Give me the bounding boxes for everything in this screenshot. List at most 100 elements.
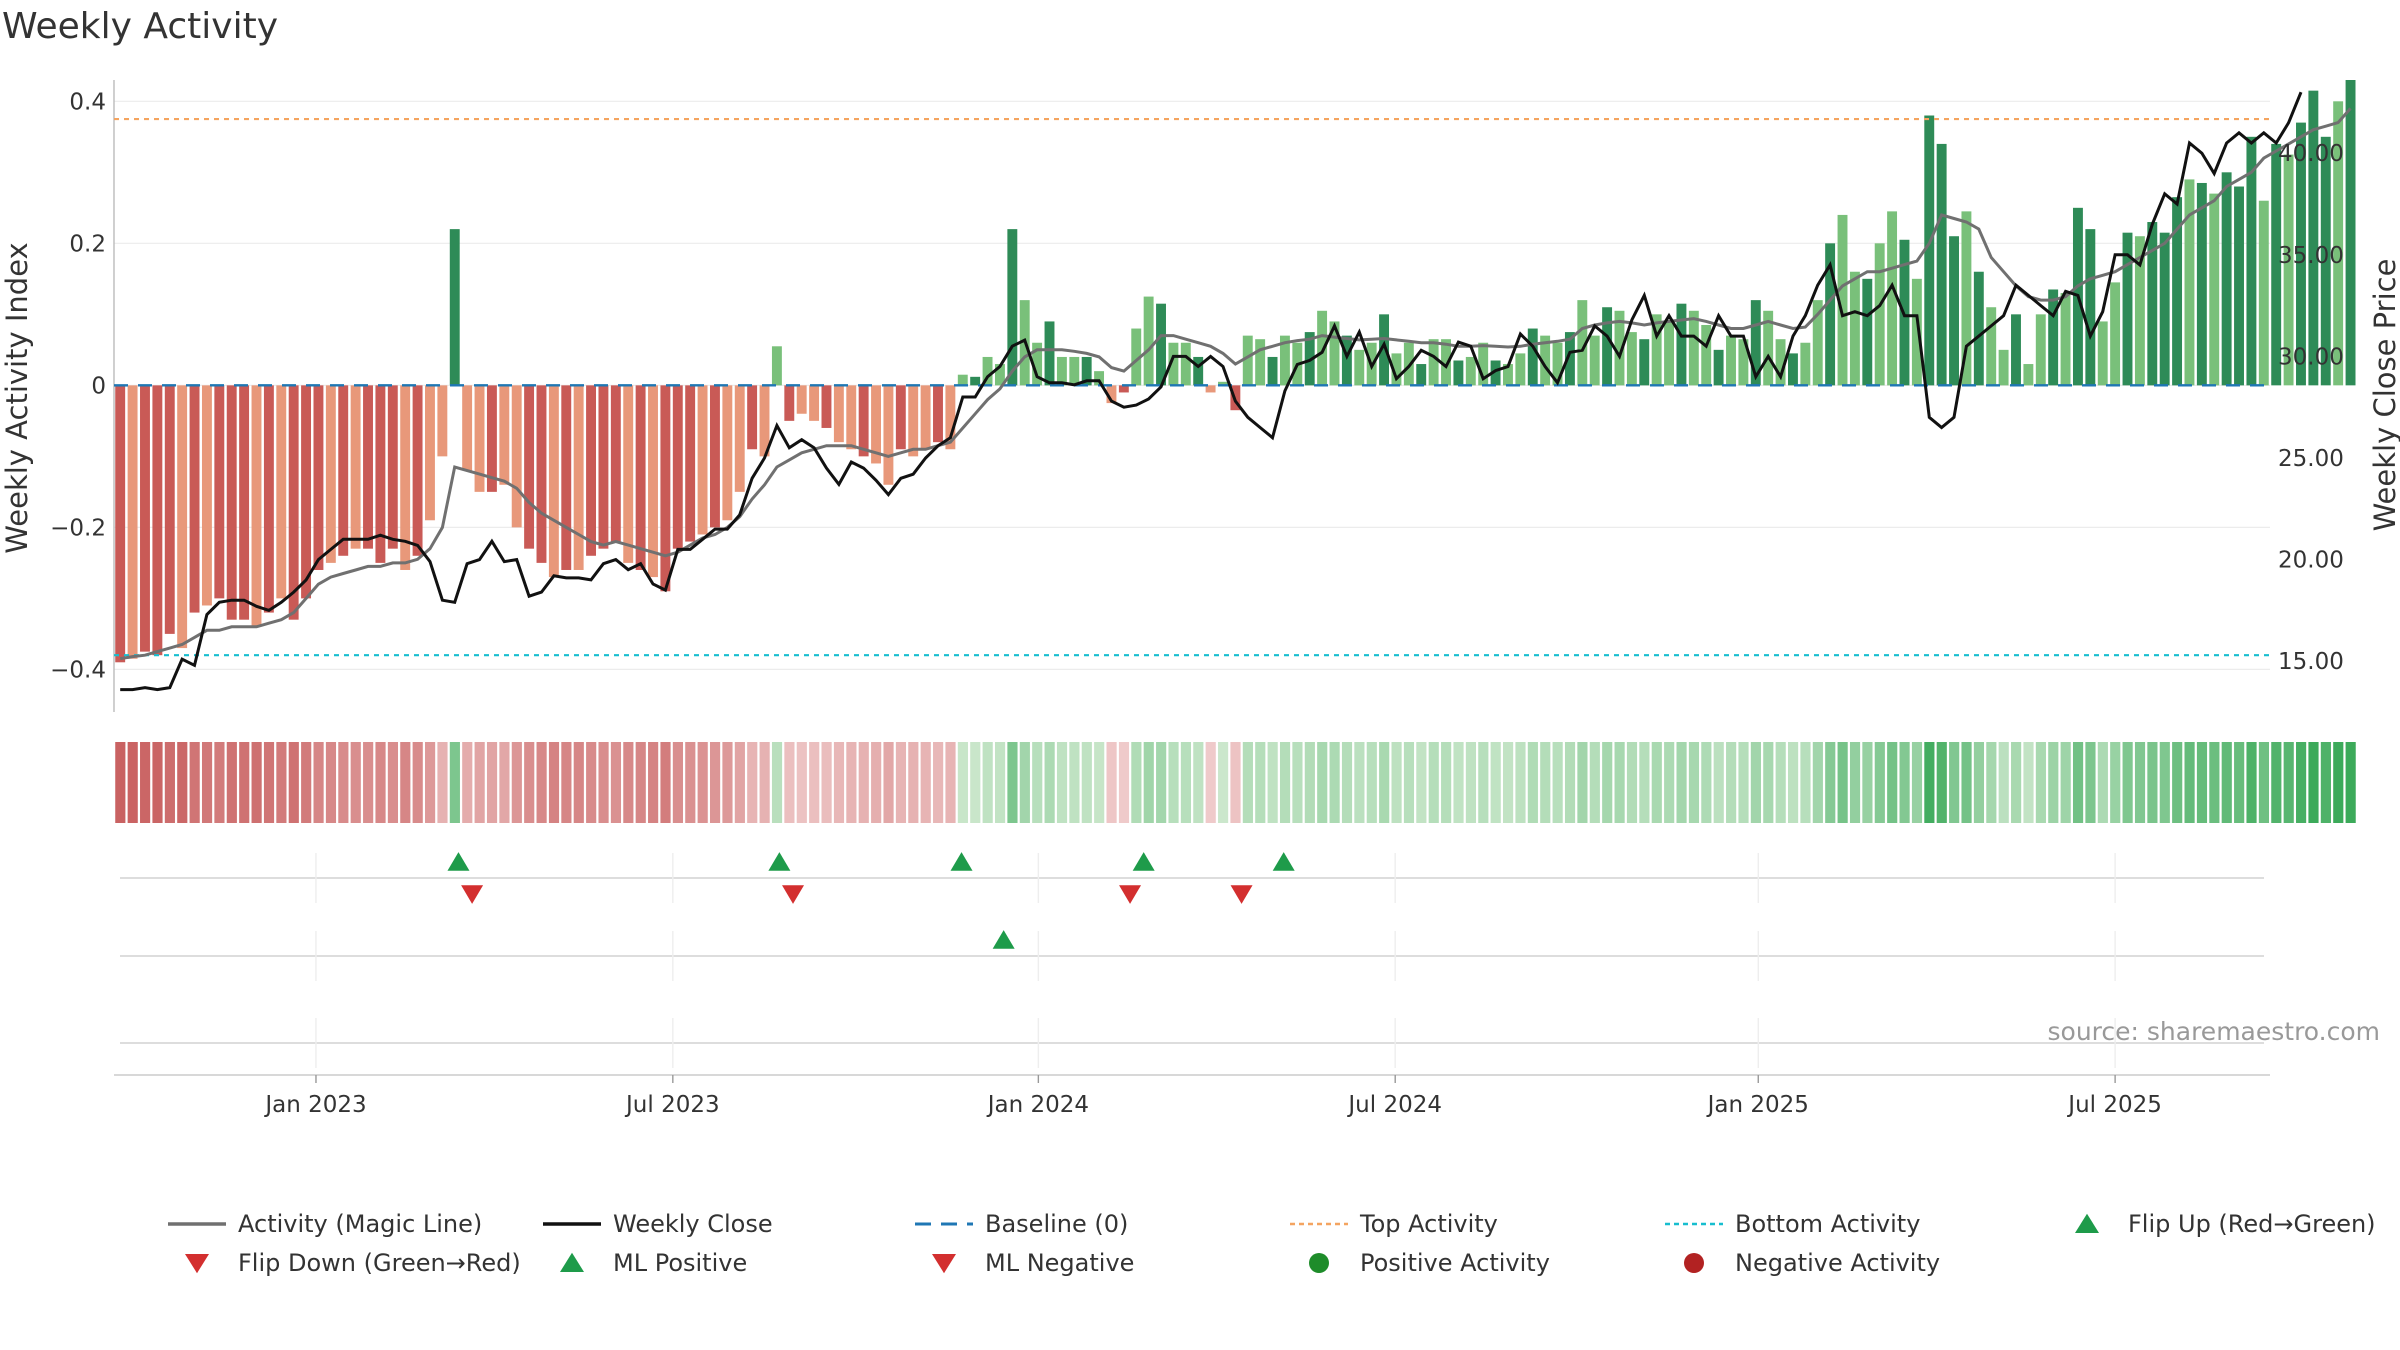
heat-strip-cell (2308, 742, 2319, 823)
activity-bar (2246, 136, 2257, 386)
heat-strip-cell (1651, 742, 1662, 823)
activity-bar (1688, 310, 1699, 386)
activity-bar (437, 385, 448, 457)
heat-strip-cell (127, 742, 138, 823)
heat-strip-cell (883, 742, 894, 823)
heat-strip-cell (2258, 742, 2270, 823)
heat-strip-cell (1874, 742, 1885, 823)
activity-bar (2283, 154, 2294, 386)
activity-bar (2011, 314, 2021, 386)
activity-bar (313, 385, 324, 570)
heat-strip-cell (177, 742, 188, 823)
activity-bar (1949, 236, 1959, 386)
activity-bar (957, 374, 968, 386)
activity-bar (1242, 335, 1253, 386)
heat-strip-cell (1775, 742, 1786, 823)
heat-strip-cell (2134, 742, 2146, 823)
heat-strip-cell (2060, 742, 2071, 823)
activity-bar (400, 385, 411, 570)
legend-item: Baseline (0) (915, 1210, 1128, 1238)
activity-bar (1936, 143, 1947, 386)
heat-strip-cell (1056, 742, 1068, 823)
activity-bar (561, 385, 572, 570)
activity-bar (1701, 324, 1712, 386)
activity-bar (2345, 80, 2356, 386)
legend-swatch (932, 1254, 956, 1274)
heat-strip-cell (1094, 742, 1105, 823)
activity-heat-strip (115, 742, 2356, 823)
activity-bar (982, 356, 993, 386)
heat-strip-cell (871, 742, 882, 823)
activity-bar (140, 385, 150, 652)
activity-bar (994, 364, 1005, 386)
heat-strip-cell (2184, 742, 2195, 823)
heat-strip-cell (1341, 742, 1353, 823)
activity-bar (1106, 385, 1117, 404)
heat-strip-cell (301, 742, 312, 823)
heat-strip-cell (1465, 742, 1476, 823)
flip-up-marker (1272, 852, 1295, 871)
heat-strip-cell (1044, 742, 1055, 823)
activity-bar (2333, 101, 2344, 386)
activity-bar (858, 385, 869, 457)
heat-strip-cell (821, 742, 832, 823)
activity-bar (1069, 356, 1080, 386)
activity-bar (1552, 342, 1563, 386)
heat-strip-cell (1143, 742, 1154, 823)
heat-strip-cell (1973, 742, 1985, 823)
series-lines (119, 91, 2352, 692)
heat-strip-cell (1589, 742, 1600, 823)
heat-strip-cell (1540, 742, 1551, 823)
activity-bar (499, 385, 510, 485)
source-note: source: sharemaestro.com (2048, 1017, 2381, 1046)
heat-strip-cell (474, 742, 485, 823)
heat-strip-cell (1242, 742, 1253, 823)
heat-strip-cell (1552, 742, 1563, 823)
activity-bar (2184, 179, 2195, 386)
activity-bar (796, 385, 807, 414)
heat-strip-cell (1441, 742, 1452, 823)
heat-strip-cell (2246, 742, 2257, 823)
heat-strip-cell (1503, 742, 1514, 823)
activity-bar (177, 385, 188, 649)
legend-item: ML Positive (560, 1249, 747, 1277)
heat-strip-cell (1949, 742, 1960, 823)
heat-strip-cell (1936, 742, 1947, 823)
heat-strip-cell (586, 742, 597, 823)
activity-bar (2035, 314, 2046, 386)
heat-strip-cell (164, 742, 175, 823)
heat-strip-cell (920, 742, 931, 823)
heat-strip-cell (2085, 742, 2096, 823)
heat-strip-cell (623, 742, 634, 823)
legend-item: Positive Activity (1309, 1249, 1550, 1277)
activity-bar (1441, 339, 1451, 386)
activity-bar (833, 385, 844, 443)
activity-bar (425, 385, 435, 521)
activity-bar (1218, 381, 1228, 386)
legend-item: Bottom Activity (1665, 1210, 1920, 1238)
activity-bar (1465, 356, 1476, 386)
legend-label: Positive Activity (1360, 1249, 1550, 1277)
heat-strip-cell (2345, 742, 2356, 823)
heat-strip-cell (2048, 742, 2059, 823)
x-tick-label: Jul 2024 (1346, 1092, 1442, 1118)
heat-strip-cell (1304, 742, 1315, 823)
activity-bar (2196, 182, 2207, 386)
y-tick-label: −0.2 (50, 515, 106, 541)
activity-bar (263, 385, 274, 613)
activity-bar (586, 385, 597, 556)
legend-item: Negative Activity (1684, 1249, 1940, 1277)
heat-strip-cell (1428, 742, 1439, 823)
heat-strip-cell (1688, 742, 1700, 823)
heat-strip-cell (400, 742, 411, 823)
y-axis-ticks: 0.4 0.2 0 −0.2 −0.4 (50, 89, 106, 683)
activity-bar (908, 385, 919, 457)
activity-bar (1490, 360, 1501, 386)
legend-item: Activity (Magic Line) (168, 1210, 482, 1238)
heat-strip-cell (276, 742, 287, 823)
heat-strip-cell (1763, 742, 1774, 823)
activity-bar (1973, 271, 1984, 386)
heat-strip-cell (1379, 742, 1390, 823)
heat-strip-cell (1131, 742, 1142, 823)
activity-bar (1540, 335, 1551, 386)
